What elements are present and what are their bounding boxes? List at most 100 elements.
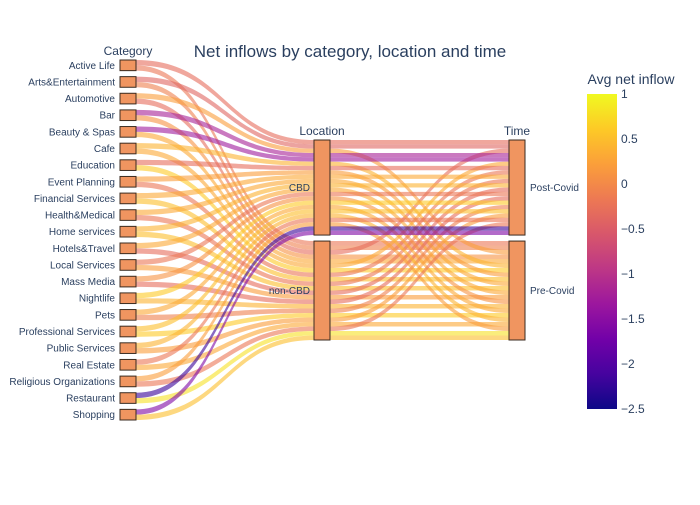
flow-link-location-time: [330, 140, 509, 145]
category-label: Public Services: [47, 344, 115, 355]
flow-link-category-location: [136, 222, 314, 382]
colorbar-tick-label: −0.5: [621, 222, 645, 236]
flow-link-category-location: [136, 209, 314, 332]
flow-link-category-location: [136, 335, 314, 420]
flow-link-category-location: [136, 126, 314, 162]
category-labels: Active Life Arts&Entertainment Automotive B…: [9, 44, 579, 421]
category-bar[interactable]: [119, 275, 137, 288]
category-bar[interactable]: [119, 292, 137, 305]
category-label: Home services: [49, 227, 115, 238]
flow-link-category-location: [136, 217, 314, 365]
category-label: Bar: [99, 111, 115, 122]
colorbar-gradient: [587, 94, 617, 409]
category-label: Religious Organizations: [9, 377, 115, 388]
flow-link-location-time: [330, 174, 509, 179]
flow-link-location-time: [330, 187, 509, 296]
category-label: Shopping: [73, 410, 115, 421]
dimension-title: Category: [104, 44, 153, 58]
category-bars: [119, 59, 526, 421]
category-bar[interactable]: [119, 159, 137, 171]
category-bar[interactable]: [119, 375, 137, 388]
colorbar-tick-label: 0.5: [621, 132, 638, 146]
category-bar[interactable]: [119, 225, 137, 238]
category-bar[interactable]: [119, 242, 137, 255]
category-label: Restaurant: [66, 394, 115, 405]
flow-link-category-location: [136, 326, 314, 387]
flow-link-location-time: [330, 331, 509, 336]
flow-link-category-location: [136, 170, 314, 182]
flow-link-location-time: [330, 322, 509, 327]
flow-link-location-time: [330, 170, 509, 278]
flow-link-category-location: [136, 204, 314, 315]
flow-link-location-time: [330, 335, 509, 340]
flow-link-category-location: [136, 331, 314, 404]
category-bar[interactable]: [119, 209, 137, 221]
category-bar[interactable]: [119, 142, 137, 155]
colorbar-tick-label: −1.5: [621, 312, 645, 326]
category-label: Active Life: [69, 61, 116, 72]
category-bar[interactable]: [119, 309, 137, 321]
flow-link-category-location: [136, 159, 314, 171]
colorbar-tick-label: 0: [621, 177, 628, 191]
category-bar[interactable]: [119, 392, 137, 404]
flow-link-category-location: [136, 76, 314, 149]
category-bar[interactable]: [119, 358, 137, 371]
flow-link-category-location: [136, 187, 314, 249]
flow-link-location-time: [330, 245, 509, 251]
category-label: Mass Media: [61, 277, 115, 288]
flow-link-location-time: [330, 152, 509, 158]
flow-link-location-time: [330, 183, 509, 188]
category-label: Real Estate: [63, 360, 115, 371]
flow-link-location-time: [330, 209, 509, 214]
category-label: Cafe: [94, 144, 116, 155]
category-label: Pets: [95, 310, 115, 321]
category-bar[interactable]: [119, 109, 137, 122]
flow-link-category-location: [136, 317, 314, 354]
colorbar: Avg net inflow 1 0.5 0 −0.5 −1 −1.5 −2 −2.5: [587, 71, 675, 416]
category-bar[interactable]: [119, 92, 137, 105]
flow-link-location-time: [330, 144, 509, 149]
chart-title: Net inflows by category, location and ti…: [194, 42, 506, 61]
flow-links: [136, 60, 509, 420]
time-bar[interactable]: [508, 240, 526, 341]
flow-link-category-location: [136, 183, 314, 232]
category-bar[interactable]: [119, 59, 137, 72]
category-label: Health&Medical: [45, 211, 115, 222]
flow-link-location-time: [330, 161, 509, 269]
flow-link-location-time: [330, 196, 509, 305]
flow-link-category-location: [136, 178, 314, 216]
flow-link-location-time: [330, 217, 509, 223]
flow-link-category-location: [136, 196, 314, 282]
flow-link-location-time: [330, 222, 509, 332]
location-bar[interactable]: [313, 240, 331, 341]
category-bar[interactable]: [119, 408, 137, 421]
category-bar[interactable]: [119, 175, 137, 188]
category-bar[interactable]: [119, 76, 137, 88]
category-bar[interactable]: [119, 342, 137, 354]
category-bar[interactable]: [119, 259, 137, 271]
flow-link-category-location: [136, 322, 314, 371]
location-label: CBD: [289, 183, 310, 194]
flow-link-location-time: [330, 157, 509, 162]
flow-link-location-time: [330, 165, 509, 171]
colorbar-tick-label: −1: [621, 267, 635, 281]
category-bar[interactable]: [119, 126, 137, 138]
flow-link-location-time: [330, 204, 509, 314]
colorbar-tick-label: −2.5: [621, 402, 645, 416]
location-label: non-CBD: [269, 286, 310, 297]
flow-link-location-time: [330, 213, 509, 323]
flow-link-category-location: [136, 93, 314, 153]
category-label: Arts&Entertainment: [28, 77, 115, 88]
category-bar[interactable]: [119, 325, 137, 338]
location-bar[interactable]: [313, 139, 331, 236]
flow-link-category-location: [136, 213, 314, 349]
time-bar[interactable]: [508, 139, 526, 236]
category-label: Financial Services: [34, 194, 115, 205]
category-label: Automotive: [65, 94, 115, 105]
flow-link-location-time: [330, 230, 509, 236]
flow-link-location-time: [330, 191, 509, 197]
flow-link-category-location: [136, 230, 314, 415]
category-bar[interactable]: [119, 192, 137, 205]
